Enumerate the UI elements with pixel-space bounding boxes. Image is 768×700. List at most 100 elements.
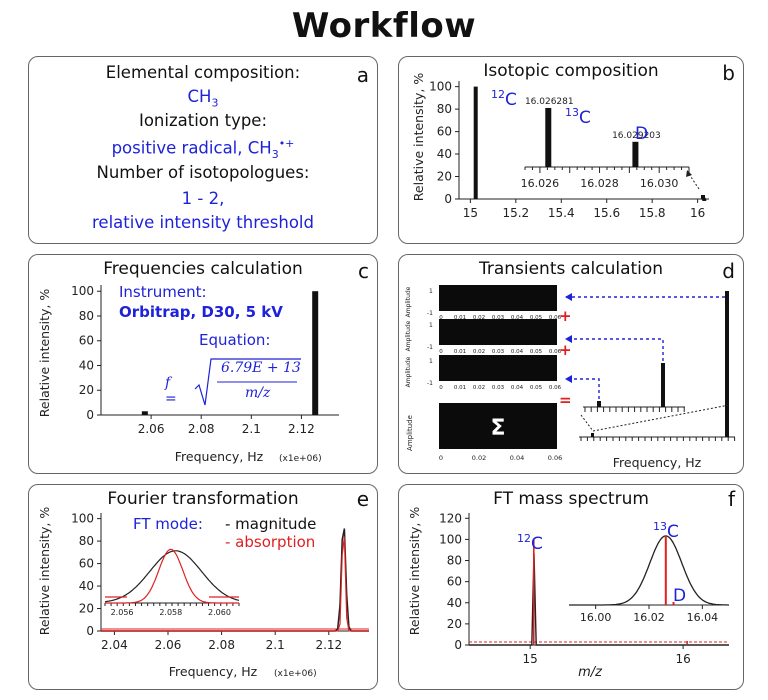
time-tick: 0 <box>439 349 443 355</box>
y-tick-label: 80 <box>79 534 94 548</box>
sum-signal <box>439 403 557 449</box>
inset-bar <box>632 141 639 167</box>
y-tick-label: 100 <box>71 512 94 526</box>
y-tick-label: 40 <box>447 596 462 610</box>
inset-bar <box>545 107 552 167</box>
transient-signal <box>439 285 557 311</box>
label-13c: 13C <box>653 520 679 542</box>
equation-numerator: 6.79E + 13 <box>221 360 301 376</box>
y-axis-label: Relative intensity, % <box>407 507 422 636</box>
peak-label: 16.026281 <box>525 97 574 107</box>
inset-tick-label: 16.02 <box>633 611 665 624</box>
x-tick-label: 2.06 <box>138 422 165 436</box>
panel-title: FT mass spectrum <box>493 489 649 509</box>
transient-arrow <box>565 338 664 361</box>
freq-peak-d <box>597 401 601 407</box>
plus-sign: + <box>559 341 572 359</box>
x-tick-label: 16 <box>675 652 690 666</box>
zoom-arrowhead <box>686 170 692 177</box>
inset-tick-label: 16.028 <box>580 177 619 190</box>
panel-d: Transients calculation d Amplitude 1 -1 0 0.… <box>398 254 744 474</box>
x-axis-label: Frequency, Hz <box>169 664 258 679</box>
isotope-bar <box>702 198 707 201</box>
amp-tick: 1 <box>429 358 433 365</box>
time-tick: 0.02 <box>473 385 485 391</box>
frequency-bar <box>141 411 148 415</box>
inset-tick-label: 2.060 <box>208 608 231 617</box>
time-tick: 0.02 <box>473 315 485 321</box>
inset-background <box>105 541 239 607</box>
x-axis-label: m/z <box>578 665 603 680</box>
time-tick: 0.03 <box>492 349 505 355</box>
panel-letter: a <box>356 63 369 87</box>
time-tick: 0.02 <box>473 349 485 355</box>
y-tick-label: 20 <box>447 617 462 631</box>
peak-12c-envelope <box>469 553 729 646</box>
instrument-label: Instrument: <box>119 283 207 301</box>
arrowhead <box>565 375 572 383</box>
y-tick-label: 80 <box>447 554 462 568</box>
frequency-chart: 0 20 40 60 80 100 2.06 2.08 2.1 2.12 Relative inte… <box>37 284 339 464</box>
time-tick: 0.01 <box>454 315 466 321</box>
label-d: D <box>673 586 686 606</box>
y-tick-label: 60 <box>79 557 94 571</box>
panel-f: FT mass spectrum f 0 20 40 60 80 100 120 15 16 Re… <box>398 484 744 690</box>
time-tick: 0.05 <box>530 385 543 391</box>
x-tick-label: 2.08 <box>208 638 235 652</box>
panel-a: a Elemental composition: CH3 Ionization … <box>28 56 378 244</box>
page-title: Workflow <box>291 6 477 46</box>
y-axis-label: Relative intensity, % <box>37 289 52 418</box>
amplitude-label: Amplitude <box>405 320 412 351</box>
time-tick: 0.04 <box>511 315 524 321</box>
y-tick-label: 40 <box>437 147 452 161</box>
panel-letter: c <box>358 259 369 283</box>
small-peak <box>701 195 705 199</box>
y-tick-label: 40 <box>79 358 94 372</box>
inset-magnitude <box>104 550 240 603</box>
isotopologues-label: Number of isotopologues: <box>96 163 310 182</box>
y-tick-label: 60 <box>437 125 452 139</box>
y-tick-label: 0 <box>444 192 452 206</box>
ft-mode-label: FT mode: <box>133 515 203 533</box>
transient-signal <box>439 319 557 345</box>
time-tick: 0.05 <box>530 349 543 355</box>
x-axis-scale: (x1e+06) <box>274 669 317 679</box>
amplitude-label: Amplitude <box>405 286 412 317</box>
y-axis-label: Relative intensity, % <box>37 507 52 636</box>
sigma-symbol: Σ <box>490 416 505 441</box>
panel-title: Fourier transformation <box>107 489 299 509</box>
y-tick-label: 20 <box>79 383 94 397</box>
panel-e: Fourier transformation e 0 20 40 60 80 100 2.0… <box>28 484 378 690</box>
x-tick-label: 2.1 <box>242 422 261 436</box>
y-tick-label: 0 <box>86 624 94 638</box>
composition-value: CH3 <box>187 87 219 110</box>
arrowhead <box>565 293 572 301</box>
panel-letter: f <box>727 487 735 511</box>
panel-title: Transients calculation <box>478 259 664 279</box>
inset-tick-label: 2.056 <box>111 608 134 617</box>
ionization-label: Ionization type: <box>138 111 268 130</box>
time-tick: 0.04 <box>511 349 524 355</box>
zoom-arrow <box>688 173 700 190</box>
inset-tick-label: 16.030 <box>640 177 679 190</box>
amp-tick: -1 <box>427 380 433 387</box>
label-12c: 12C <box>517 532 543 554</box>
x-tick-label: 15.4 <box>548 206 575 220</box>
legend-absorption: - absorption <box>225 533 316 551</box>
x-axis-label: Frequency, Hz <box>613 455 702 470</box>
time-tick: 0.05 <box>530 315 543 321</box>
time-tick: 0.06 <box>549 315 562 321</box>
freq-peak-small <box>591 433 594 437</box>
transients-diagram: Amplitude 1 -1 0 0.01 0.02 0.03 0.04 0.05 0.06 + Am… <box>405 285 736 470</box>
time-tick: 0 <box>439 315 443 321</box>
peak-label: 16.029203 <box>612 131 661 141</box>
y-tick-label: 100 <box>71 284 94 298</box>
x-tick-label: 2.12 <box>288 422 315 436</box>
x-axis-label: Frequency, Hz <box>175 449 264 464</box>
x-tick-label: 16 <box>690 206 705 220</box>
isotopologues-threshold: relative intensity threshold <box>92 213 314 232</box>
inset-tick-label: 16.026 <box>521 177 560 190</box>
x-tick-label: 2.06 <box>155 638 182 652</box>
y-tick-label: 20 <box>79 602 94 616</box>
equation-denominator: m/z <box>245 385 271 401</box>
